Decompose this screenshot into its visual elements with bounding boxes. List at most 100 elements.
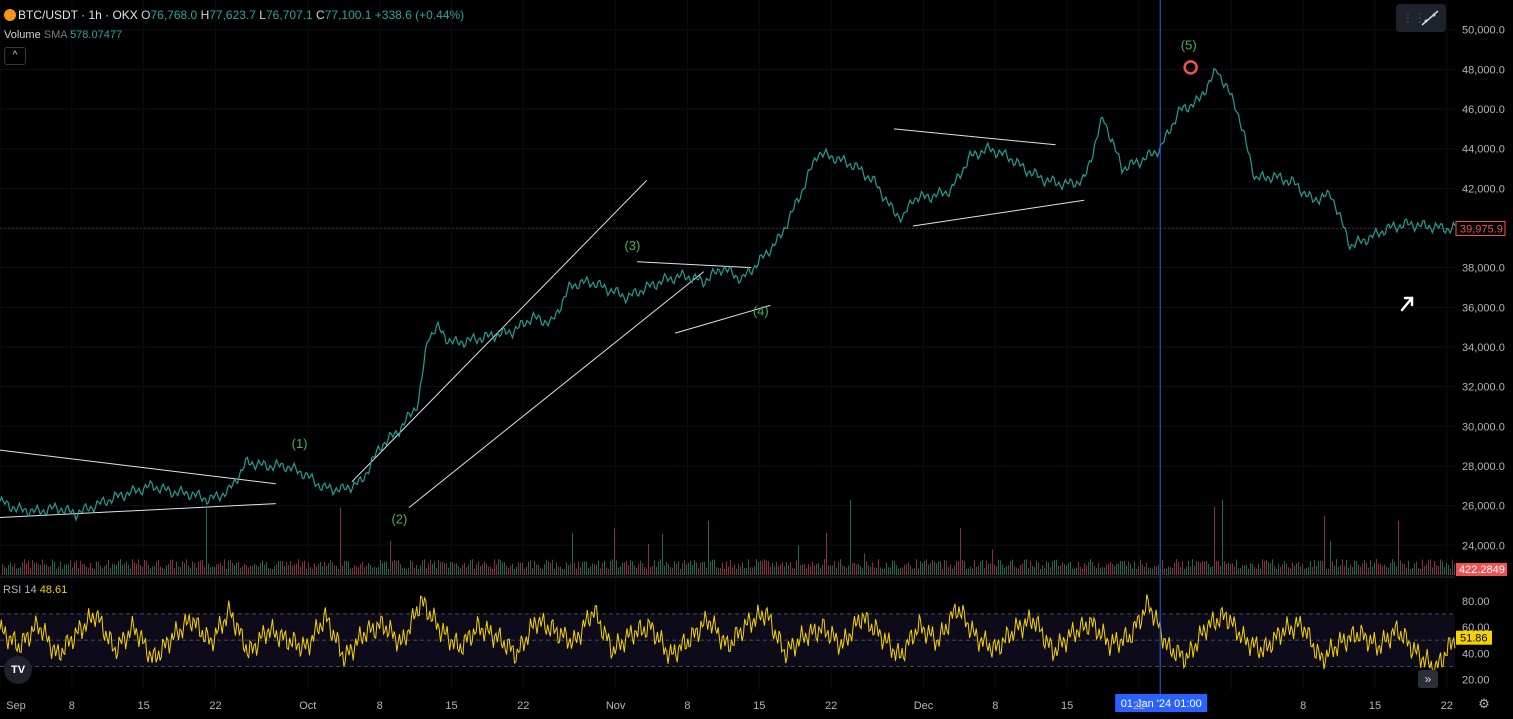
volume-bar xyxy=(1046,561,1047,575)
x-tick-label: 8 xyxy=(377,700,383,712)
volume-bar xyxy=(892,560,893,575)
volume-bar xyxy=(130,568,131,575)
volume-bar xyxy=(50,566,51,575)
trendline-drawings[interactable] xyxy=(0,128,1085,518)
volume-bar xyxy=(924,560,925,575)
x-tick-label: 15 xyxy=(1369,700,1381,712)
volume-bar xyxy=(1356,561,1357,575)
volume-bar xyxy=(238,561,239,575)
volume-bar xyxy=(298,559,299,575)
volume-bar xyxy=(318,564,319,575)
drag-grip-icon[interactable]: ⋮⋮ xyxy=(1402,11,1426,25)
volume-bar xyxy=(1038,562,1039,575)
open-value: 76,768.0 xyxy=(150,8,198,22)
volume-bar xyxy=(900,567,901,575)
scroll-right-icon[interactable]: » xyxy=(1418,670,1438,688)
volume-bar xyxy=(978,565,979,575)
volume-bar xyxy=(356,566,357,575)
volume-bar xyxy=(588,568,589,575)
volume-bar xyxy=(398,560,399,575)
volume-bar xyxy=(814,565,815,575)
volume-bar xyxy=(100,565,101,575)
volume-bar xyxy=(1158,564,1159,575)
volume-bar xyxy=(82,564,83,575)
rsi-legend[interactable]: RSI 14 48.61 xyxy=(3,584,67,596)
volume-bar xyxy=(748,559,749,575)
volume-bar xyxy=(952,568,953,575)
volume-bar xyxy=(728,566,729,575)
volume-bar xyxy=(420,565,421,575)
volume-bar xyxy=(436,568,437,575)
volume-bar xyxy=(852,563,853,575)
volume-bar xyxy=(414,567,415,575)
volume-bar xyxy=(538,564,539,575)
volume-bar xyxy=(806,568,807,575)
volume-bar xyxy=(1374,562,1375,575)
price-series xyxy=(0,67,1456,522)
volume-bar xyxy=(342,565,343,575)
volume-bar xyxy=(1268,562,1269,575)
volume-bar xyxy=(1358,564,1359,575)
volume-bar xyxy=(1204,561,1205,575)
volume-bar xyxy=(518,562,519,575)
volume-bar xyxy=(502,562,503,575)
volume-bar xyxy=(1044,567,1045,575)
volume-bar xyxy=(1372,566,1373,575)
volume-bar xyxy=(20,567,21,575)
volume-bar xyxy=(804,563,805,575)
volume-bar xyxy=(1414,563,1415,575)
symbol-header[interactable]: BTC/USDT · 1h · OKX O76,768.0 H77,623.7 … xyxy=(4,8,464,22)
volume-bar xyxy=(224,559,225,575)
volume-bar xyxy=(562,568,563,575)
volume-bar xyxy=(986,560,987,575)
volume-bar xyxy=(682,563,683,575)
tradingview-logo-icon[interactable]: TV xyxy=(4,656,32,684)
volume-bar xyxy=(680,568,681,575)
collapse-legend-button[interactable]: ^ xyxy=(4,47,26,65)
volume-bar xyxy=(512,563,513,575)
crosshair-line: 01 Jan '24 01:00 xyxy=(1115,0,1208,712)
volume-bar xyxy=(1168,566,1169,575)
volume-bar xyxy=(596,564,597,575)
volume-bar xyxy=(950,564,951,575)
volume-bar xyxy=(1104,567,1105,575)
volume-bar xyxy=(72,567,73,575)
volume-bar xyxy=(1188,560,1189,575)
volume-legend[interactable]: Volume SMA 578.07477 xyxy=(4,29,122,41)
volume-bar xyxy=(244,563,245,575)
volume-bar xyxy=(192,561,193,575)
volume-bar xyxy=(928,564,929,575)
volume-bar xyxy=(732,567,733,575)
volume-bar xyxy=(848,565,849,575)
volume-bar xyxy=(302,561,303,575)
volume-bar xyxy=(1078,561,1079,575)
volume-bar xyxy=(1304,568,1305,575)
volume-bar xyxy=(446,563,447,575)
volume-bar xyxy=(370,564,371,575)
volume-bar xyxy=(994,564,995,575)
rsi-length: 14 xyxy=(24,584,37,596)
volume-bar xyxy=(114,564,115,575)
volume-bar xyxy=(438,559,439,575)
volume-bar xyxy=(872,562,873,575)
rsi-pane xyxy=(0,594,1456,680)
price-line xyxy=(0,67,1456,522)
volume-bar xyxy=(86,566,87,575)
y-tick-label: 48,000.0 xyxy=(1462,64,1505,76)
trendline xyxy=(351,180,648,483)
drawing-toolbar[interactable]: ⋮⋮ xyxy=(1396,4,1446,32)
volume-bar xyxy=(394,559,395,575)
volume-bar xyxy=(1214,506,1215,575)
symbol-label[interactable]: BTC/USDT · 1h · OKX xyxy=(18,8,138,22)
volume-bar xyxy=(982,560,983,575)
trendline-tool-icon[interactable] xyxy=(1420,9,1440,27)
volume-bar xyxy=(1170,567,1171,575)
volume-bar xyxy=(1146,562,1147,575)
volume-bar xyxy=(78,568,79,575)
volume-bar xyxy=(1102,567,1103,575)
rsi-line xyxy=(0,594,1456,680)
volume-bar xyxy=(454,563,455,575)
settings-gear-icon[interactable]: ⚙ xyxy=(1478,696,1490,711)
trendline xyxy=(893,128,1056,146)
